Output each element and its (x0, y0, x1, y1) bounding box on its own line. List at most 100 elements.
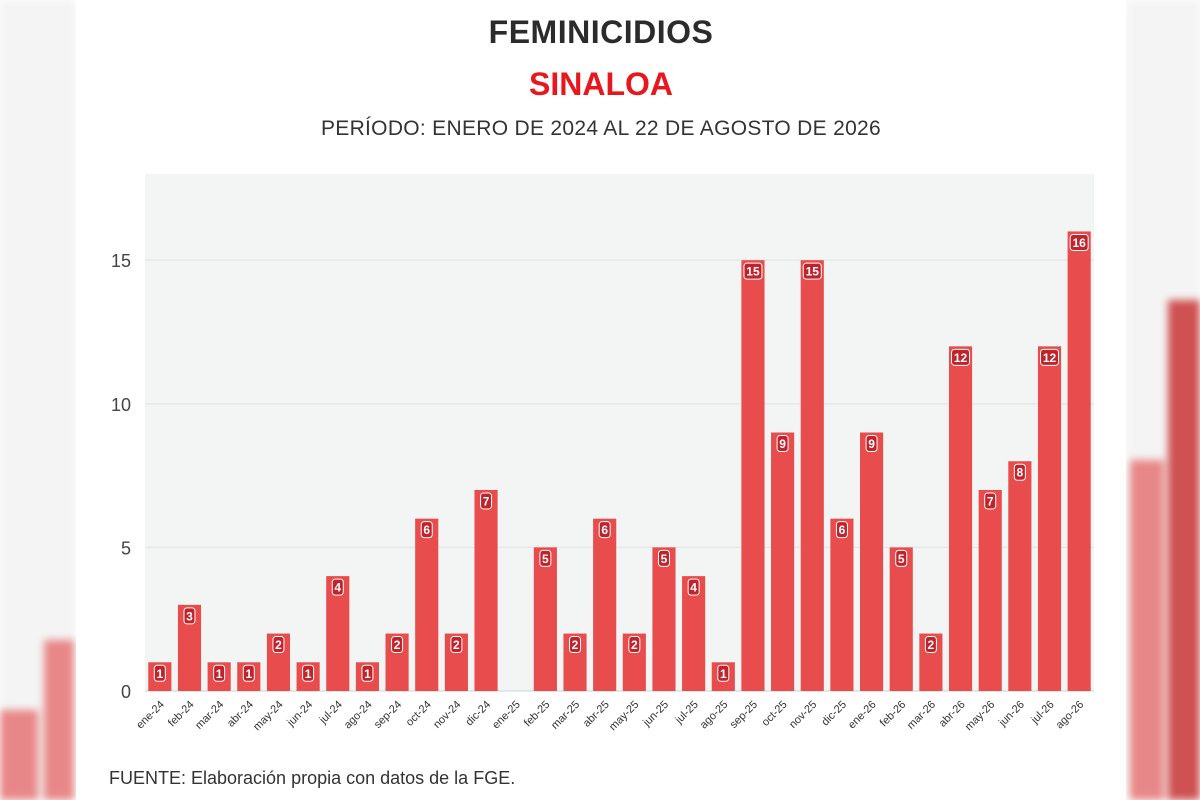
bar-ene-26 (860, 432, 884, 691)
x-tick-label: ago-26 (1054, 699, 1087, 732)
data-label: 2 (394, 638, 401, 652)
x-tick-label: oct-24 (404, 699, 434, 729)
data-label: 4 (334, 581, 341, 595)
x-tick-label: jul-26 (1028, 699, 1056, 727)
data-label: 6 (423, 523, 430, 537)
data-label: 15 (746, 265, 760, 279)
x-tick-label: ene-26 (846, 699, 879, 732)
chart-title: FEMINICIDIOS (488, 14, 714, 50)
x-tick-label: feb-25 (522, 699, 553, 730)
data-label: 1 (216, 667, 223, 681)
data-label: 6 (601, 523, 608, 537)
data-label: 5 (661, 552, 668, 566)
data-label-bg (213, 664, 226, 682)
chart-source: FUENTE: Elaboración propia con datos de … (109, 768, 516, 788)
bar-jun-26 (1008, 461, 1032, 691)
data-label: 1 (245, 667, 252, 681)
y-tick-label: 5 (121, 538, 131, 558)
bar-oct-25 (771, 432, 795, 691)
data-label: 8 (1017, 466, 1024, 480)
x-tick-label: feb-26 (878, 699, 909, 730)
data-label: 1 (156, 667, 163, 681)
data-label-bg (539, 549, 552, 567)
data-label-bg (924, 636, 937, 654)
data-label: 3 (186, 609, 193, 623)
bar-chart: 0510151ene-243feb-241mar-241abr-242may-2… (111, 174, 1094, 733)
data-label: 2 (928, 638, 935, 652)
data-label-bg (895, 549, 908, 567)
bar-may-26 (978, 489, 1002, 691)
data-label: 9 (868, 437, 875, 451)
data-label: 6 (839, 523, 846, 537)
y-tick-label: 10 (111, 395, 131, 415)
data-label-bg (153, 664, 166, 682)
data-label: 12 (954, 351, 968, 365)
data-label-bg (1013, 463, 1026, 481)
data-label-bg (951, 348, 971, 366)
x-tick-label: dic-25 (819, 699, 849, 729)
x-tick-label: mar-26 (905, 699, 938, 732)
bar-dic-25 (830, 518, 854, 691)
data-label-bg (628, 636, 641, 654)
data-label-bg (865, 435, 878, 452)
data-label: 15 (806, 265, 820, 279)
bar-feb-25 (533, 547, 557, 691)
bar-feb-26 (889, 547, 913, 691)
data-label: 5 (542, 552, 549, 566)
x-tick-label: may-24 (251, 699, 285, 733)
data-label: 2 (572, 638, 579, 652)
data-label: 7 (483, 494, 490, 508)
data-label-bg (183, 607, 196, 625)
x-tick-label: jun-26 (996, 699, 1027, 730)
data-label: 1 (305, 667, 312, 681)
data-label: 2 (631, 638, 638, 652)
data-label: 9 (779, 437, 786, 451)
chart-card: FEMINICIDIOS SINALOA PERÍODO: ENERO DE 2… (76, 0, 1126, 800)
bar-jul-25 (682, 576, 706, 691)
blurred-background-right (1126, 0, 1200, 800)
chart-period: PERÍODO: ENERO DE 2024 AL 22 DE AGOSTO D… (320, 117, 882, 140)
x-tick-label: feb-24 (166, 699, 197, 730)
data-label-bg (835, 521, 848, 539)
x-tick-label: may-26 (963, 699, 997, 733)
x-tick-label: mar-25 (549, 699, 582, 732)
data-label-bg (420, 521, 433, 539)
x-tick-label: nov-25 (787, 699, 819, 731)
data-label-bg (1069, 233, 1089, 251)
data-label-bg (802, 262, 822, 280)
data-label-bg (657, 549, 670, 567)
x-tick-label: may-25 (607, 699, 641, 733)
data-label: 4 (690, 581, 697, 595)
x-tick-label: ago-25 (698, 699, 731, 732)
x-tick-label: jun-24 (284, 699, 315, 730)
data-label-bg (480, 492, 493, 510)
data-label-bg (717, 664, 730, 682)
data-label-bg (331, 578, 344, 596)
bar-dic-24 (474, 489, 498, 691)
data-label-bg (743, 262, 763, 280)
data-label-bg (302, 664, 315, 682)
y-tick-label: 15 (111, 251, 131, 271)
x-tick-label: oct-25 (760, 699, 790, 729)
x-tick-label: jul-25 (673, 699, 701, 727)
blurred-background-left (0, 0, 76, 800)
data-label-bg (569, 636, 582, 654)
data-label: 1 (720, 667, 727, 681)
data-label-bg (361, 664, 374, 682)
data-label-bg (450, 636, 463, 654)
data-label-bg (687, 578, 700, 596)
x-tick-label: ago-24 (342, 699, 375, 732)
data-label-bg (776, 435, 789, 452)
data-label: 16 (1072, 236, 1086, 250)
data-label-bg (391, 636, 404, 654)
bar-jul-26 (1037, 346, 1062, 691)
bar-abr-26 (948, 346, 973, 691)
data-label: 12 (1043, 351, 1057, 365)
x-tick-label: jun-25 (640, 699, 671, 730)
chart-subtitle: SINALOA (529, 66, 673, 102)
bar-nov-25 (800, 260, 824, 691)
x-tick-label: ene-25 (490, 699, 523, 732)
bar-oct-24 (415, 518, 439, 691)
data-label: 5 (898, 552, 905, 566)
x-tick-label: sep-24 (372, 699, 404, 731)
